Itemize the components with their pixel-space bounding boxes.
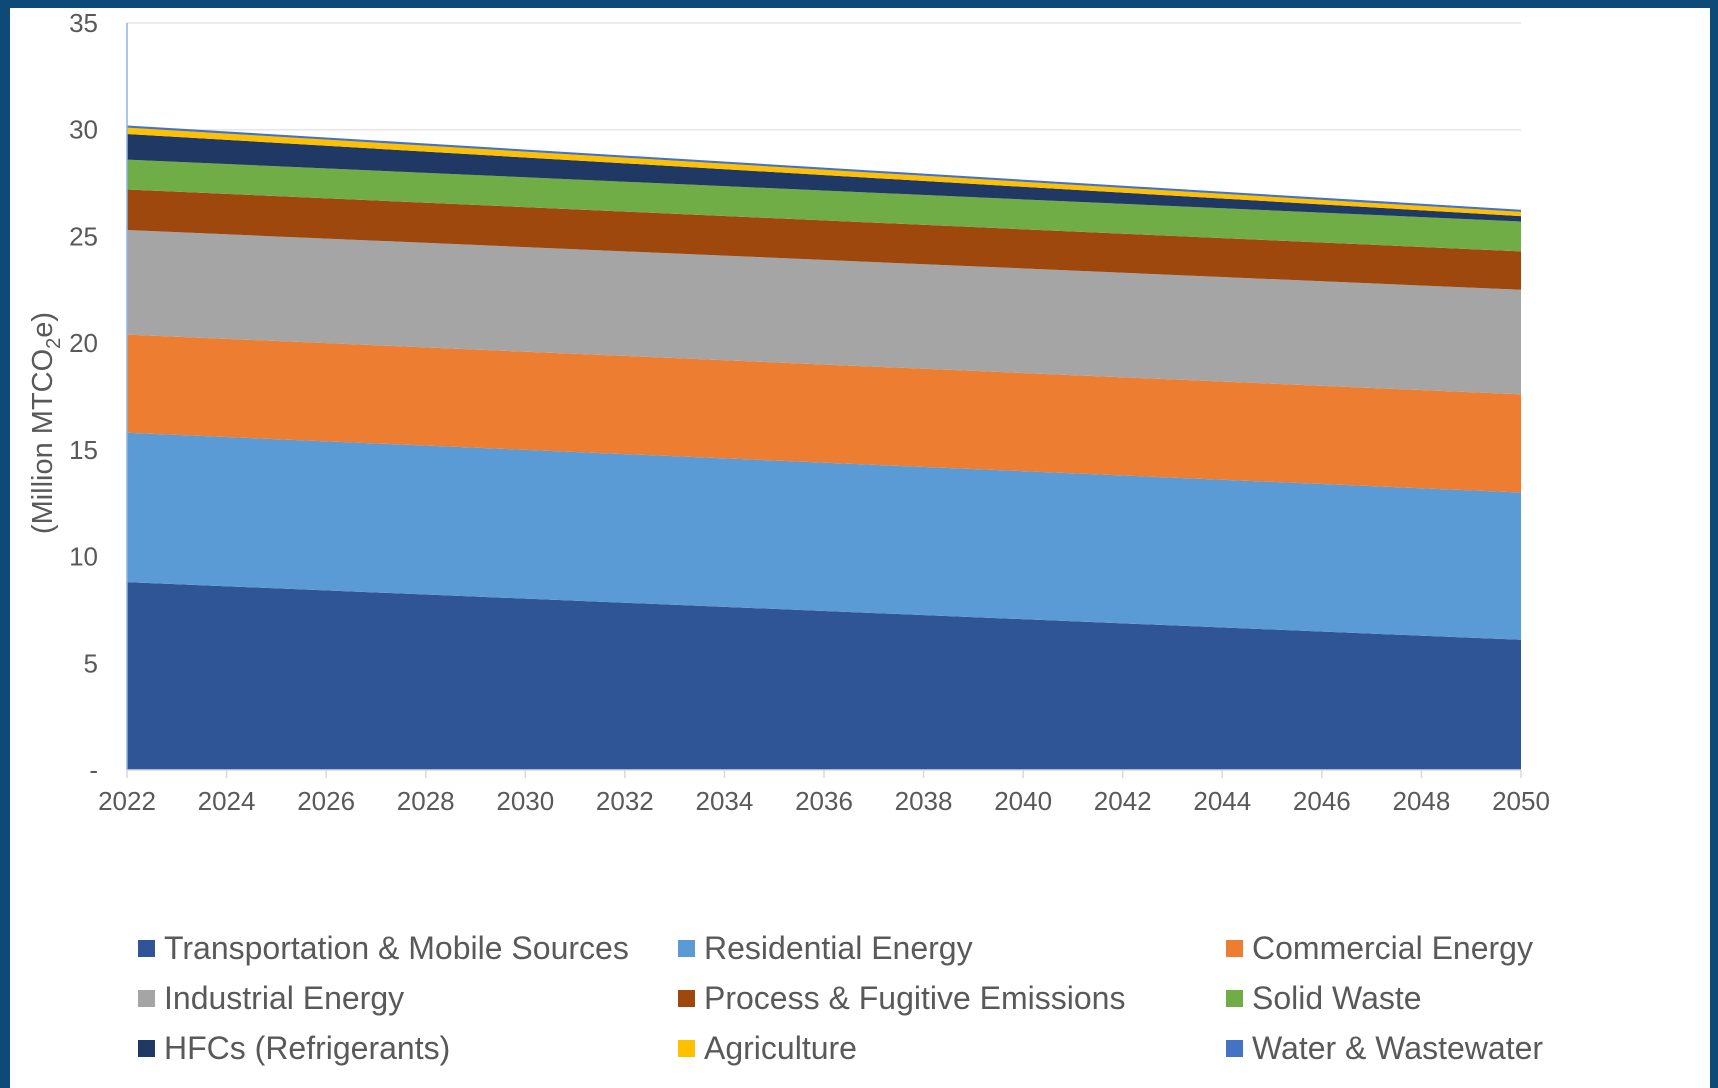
x-tick-label: 2040	[994, 786, 1052, 816]
area-process-fugitive-emissions	[127, 189, 1521, 290]
legend-label: Commercial Energy	[1252, 929, 1533, 966]
y-tick-label: 20	[69, 328, 98, 358]
legend-label: Water & Wastewater	[1252, 1029, 1544, 1066]
y-axis-title-subscript: 2	[43, 338, 65, 349]
y-axis-title-part-2: e)	[27, 312, 59, 338]
x-tick-label: 2032	[596, 786, 654, 816]
legend-label: Agriculture	[704, 1029, 857, 1066]
y-tick-label: 30	[69, 115, 98, 145]
x-tick-label: 2024	[198, 786, 256, 816]
legend-label: Industrial Energy	[164, 979, 405, 1016]
x-tick-label: 2034	[696, 786, 754, 816]
y-tick-label: 10	[69, 542, 98, 572]
x-tick-label: 2044	[1193, 786, 1251, 816]
x-tick-label: 2046	[1293, 786, 1351, 816]
area-transportation-mobile-sources	[127, 582, 1521, 770]
area-commercial-energy	[127, 334, 1521, 493]
legend-item-commercial-energy: Commercial Energy	[1226, 926, 1608, 970]
legend-swatch	[1226, 939, 1243, 957]
legend-item-hfcs-refrigerants: HFCs (Refrigerants)	[138, 1026, 678, 1070]
legend-swatch	[138, 1039, 155, 1057]
legend-swatch	[678, 1039, 695, 1057]
legend-label: Process & Fugitive Emissions	[704, 979, 1126, 1016]
legend-item-residential-energy: Residential Energy	[678, 926, 1226, 970]
legend-item-process-fugitive-emissions: Process & Fugitive Emissions	[678, 976, 1226, 1020]
area-water-wastewater	[127, 125, 1521, 212]
chart-frame: -5 10 15 20 25 30 35 2022 2024 2026 2028 2030 2032 2…	[10, 8, 1710, 1088]
axes	[126, 23, 1522, 778]
legend-swatch	[1226, 1039, 1243, 1057]
y-tick-labels: - 5 10 15 20 25 30 35	[69, 8, 98, 785]
x-tick-label: 2022	[98, 786, 156, 816]
y-tick-label: -	[89, 755, 98, 785]
legend-item-transportation-mobile-sources: Transportation & Mobile Sources	[138, 926, 678, 970]
y-tick-label: 15	[69, 435, 98, 465]
legend-item-industrial-energy: Industrial Energy	[138, 976, 678, 1020]
area-series-group	[127, 125, 1521, 770]
legend-swatch	[678, 939, 695, 957]
y-tick-label: 35	[69, 8, 98, 38]
x-tick-label: 2038	[895, 786, 953, 816]
area-solid-waste	[127, 159, 1521, 252]
legend: Transportation & Mobile Sources Residenti…	[138, 926, 1608, 1070]
x-tick-label: 2036	[795, 786, 853, 816]
x-tick-label: 2048	[1393, 786, 1451, 816]
y-axis-title: (Million MTCO2e)	[27, 312, 65, 534]
x-tick-labels: 2022 2024 2026 2028 2030 2032 2034 2036 2038 2040…	[98, 786, 1550, 816]
legend-item-solid-waste: Solid Waste	[1226, 976, 1608, 1020]
area-residential-energy	[127, 432, 1521, 640]
y-tick-label: 5	[84, 648, 98, 678]
area-hfcs-refrigerants	[127, 133, 1521, 222]
legend-swatch	[1226, 989, 1243, 1007]
legend-label: Solid Waste	[1252, 979, 1422, 1016]
x-tick-label: 2026	[297, 786, 355, 816]
legend-item-agriculture: Agriculture	[678, 1026, 1226, 1070]
area-industrial-energy	[127, 230, 1521, 395]
y-axis-title-part-1: (Million MTCO	[27, 349, 59, 534]
y-tick-label: 25	[69, 221, 98, 251]
area-agriculture	[127, 127, 1521, 217]
legend-label: HFCs (Refrigerants)	[164, 1029, 451, 1066]
legend-swatch	[678, 989, 695, 1007]
legend-label: Transportation & Mobile Sources	[164, 929, 629, 966]
legend-swatch	[138, 939, 155, 957]
legend-label: Residential Energy	[704, 929, 973, 966]
legend-swatch	[138, 989, 155, 1007]
x-tick-label: 2028	[397, 786, 455, 816]
x-tick-label: 2030	[496, 786, 554, 816]
legend-item-water-wastewater: Water & Wastewater	[1226, 1026, 1608, 1070]
x-tick-label: 2050	[1492, 786, 1550, 816]
x-tick-label: 2042	[1094, 786, 1152, 816]
